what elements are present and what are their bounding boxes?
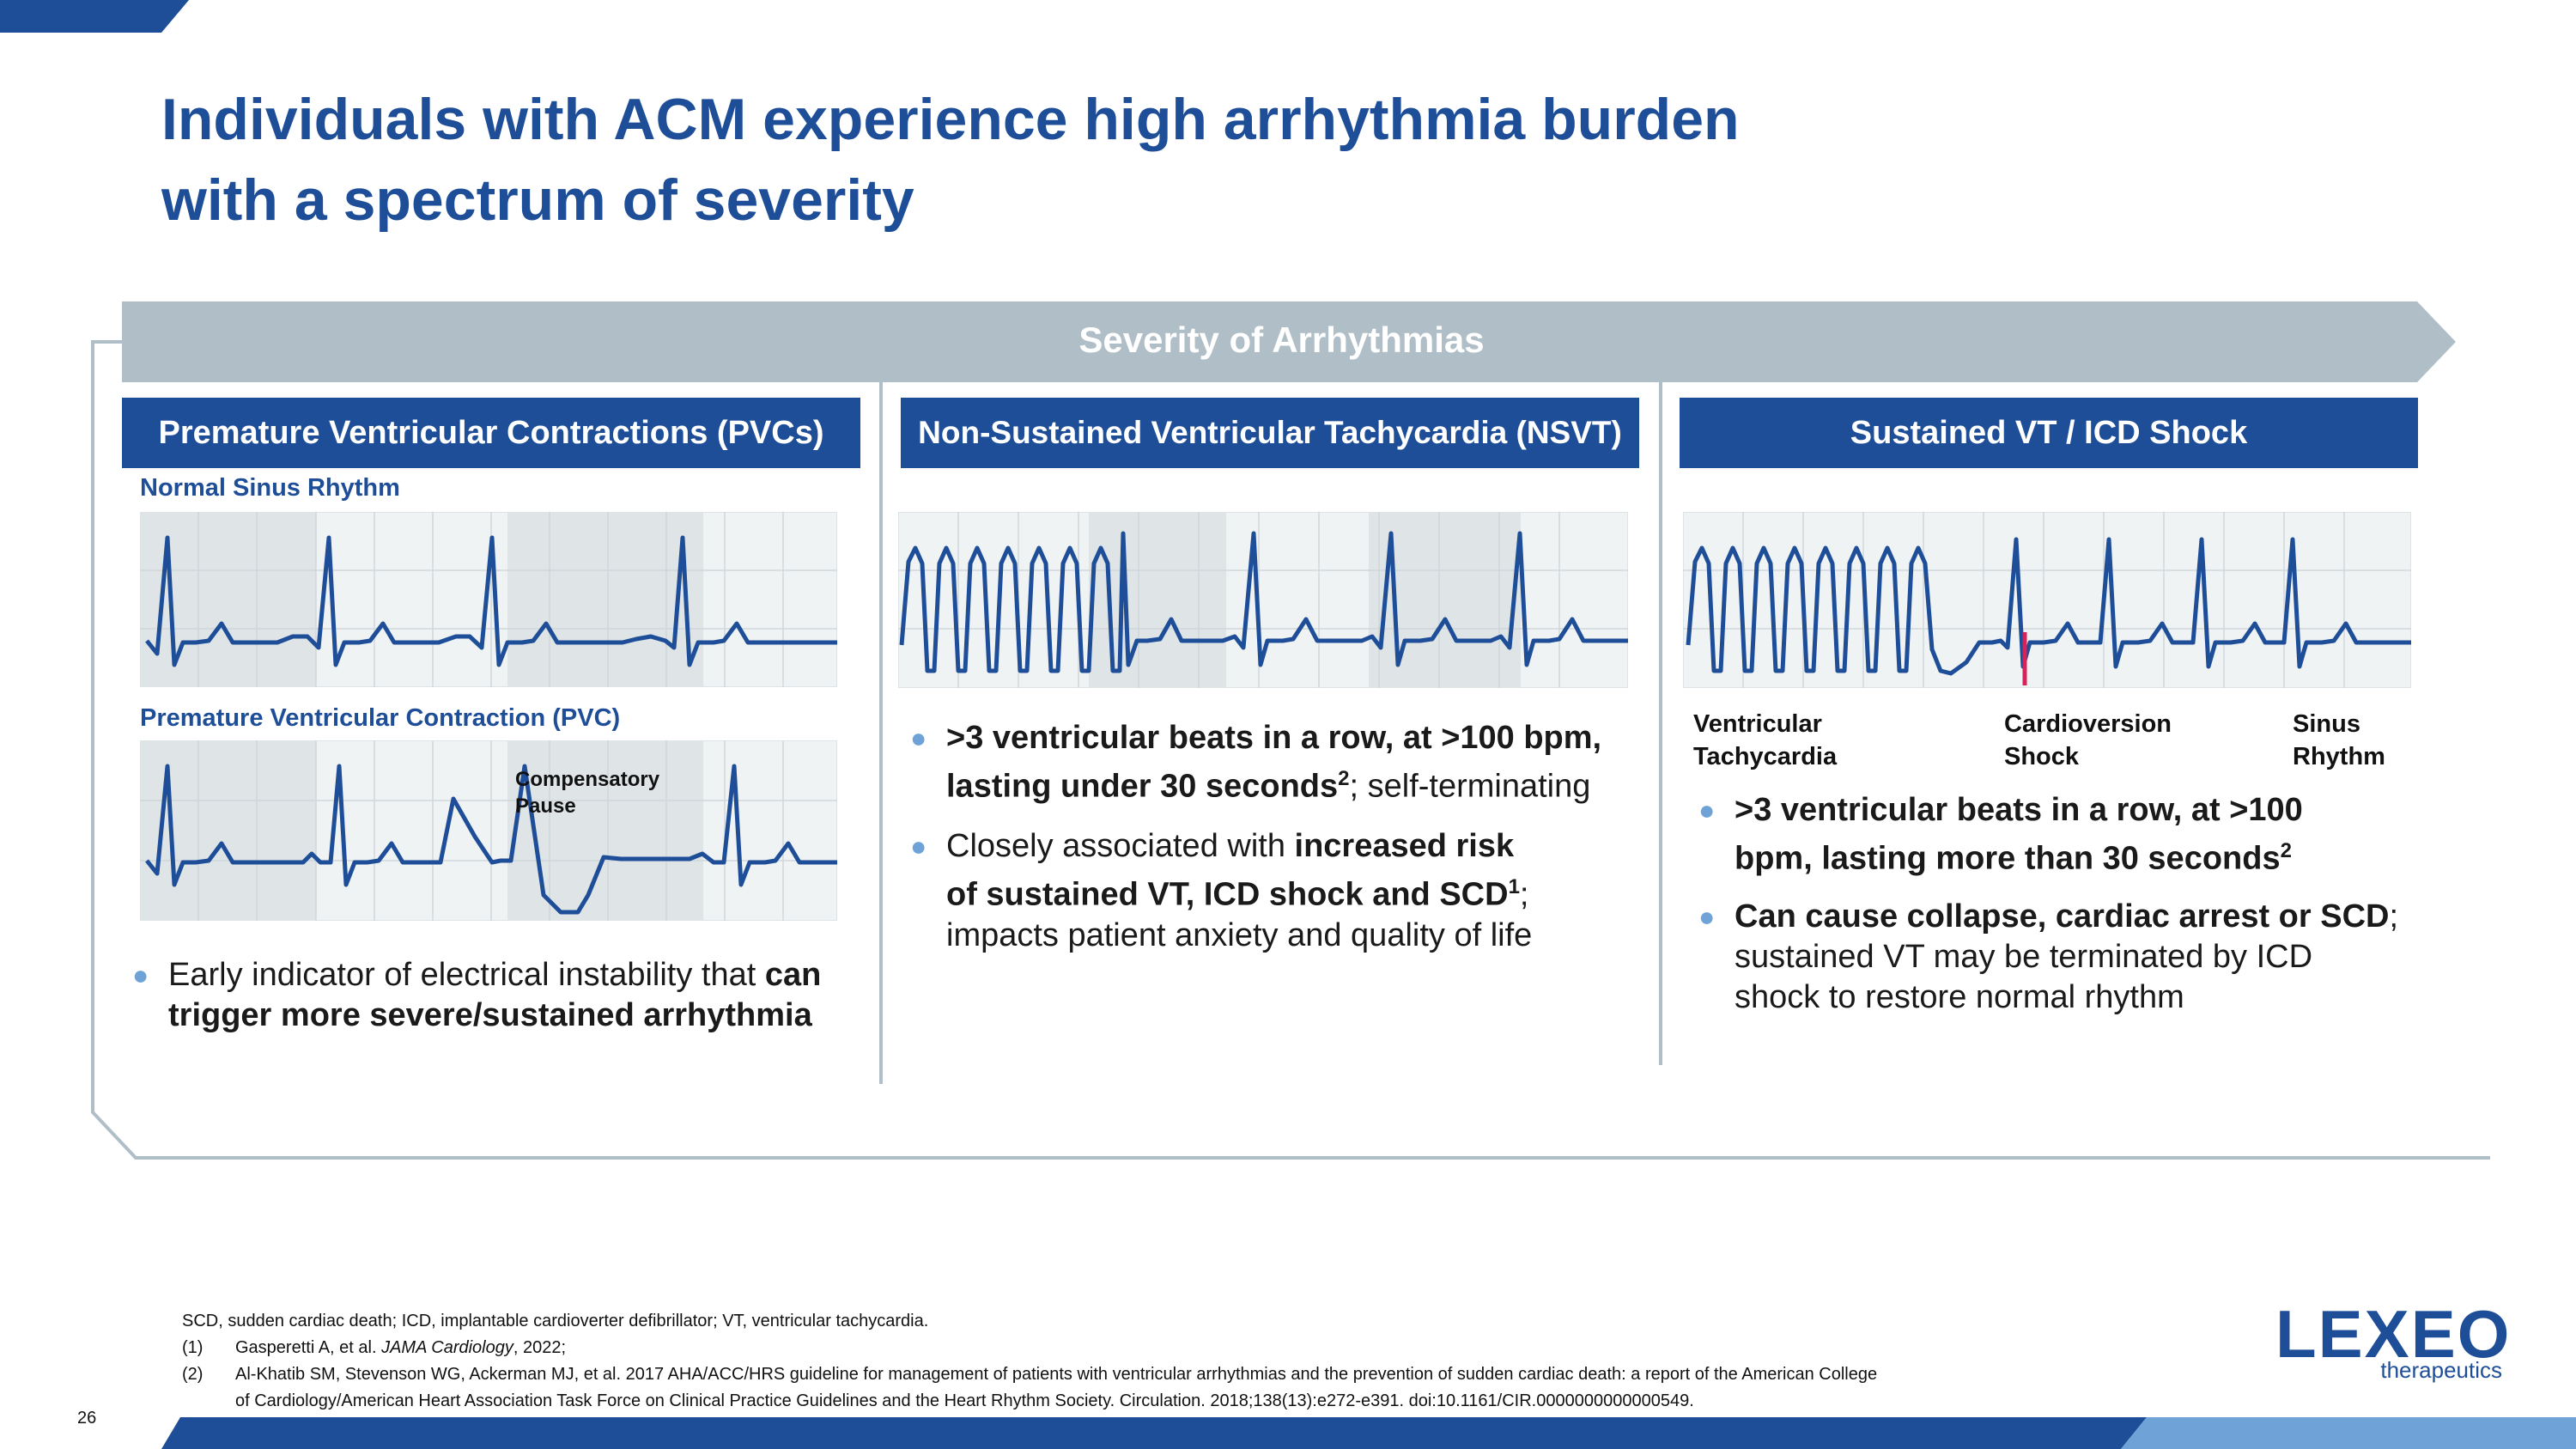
column-header-nsvt: Non-Sustained Ventricular Tachycardia (N… [901, 398, 1639, 468]
nsvt-bullet-2: ● Closely associated with increased risk… [910, 828, 1533, 953]
lexeo-logo: LEXEO therapeutics [2275, 1295, 2512, 1390]
sustained-vt-bullet-2: ● Can cause collapse, cardiac arrest or … [1698, 898, 2399, 1015]
bottom-bar-dark [161, 1417, 2147, 1449]
ecg-pvc [140, 740, 837, 921]
page-title: Individuals with ACM experience high arr… [161, 79, 2136, 240]
ecg-normal-sinus [140, 512, 837, 687]
bullet-dot-icon: ● [1698, 901, 1716, 932]
title-line-1: Individuals with ACM experience high arr… [161, 87, 1740, 152]
footnote-abbreviations: SCD, sudden cardiac death; ICD, implanta… [182, 1312, 929, 1330]
sustained-vt-bullet-1: ● >3 ventricular beats in a row, at >100… [1698, 792, 2303, 877]
bottom-bar-light [2121, 1417, 2576, 1449]
bullet-dot-icon: ● [910, 722, 927, 753]
ecg-nsvt [898, 512, 1628, 688]
bullet-dot-icon: ● [1698, 795, 1716, 825]
normal-sinus-rhythm-label: Normal Sinus Rhythm [140, 474, 400, 502]
bullet-dot-icon: ● [132, 959, 149, 990]
bullet-dot-icon: ● [910, 831, 927, 861]
top-left-accent [0, 0, 189, 33]
pvc-bullet: ● Early indicator of electrical instabil… [132, 957, 822, 1033]
logo-subtitle: therapeutics [2380, 1357, 2502, 1383]
page-number: 26 [77, 1409, 97, 1428]
footnote-ref-2-cont: of Cardiology/American Heart Association… [235, 1391, 1694, 1410]
banner-label: Severity of Arrhythmias [1078, 320, 1485, 360]
label-cardioversion-shock: Cardioversion Shock [2004, 710, 2172, 770]
column-header-pvc: Premature Ventricular Contractions (PVCs… [122, 398, 860, 468]
nsvt-bullet-1: ● >3 ventricular beats in a row, at >100… [910, 720, 1602, 805]
column-header-sustained-vt: Sustained VT / ICD Shock [1680, 398, 2418, 468]
footnotes: SCD, sudden cardiac death; ICD, implanta… [182, 1308, 2157, 1415]
label-sinus-rhythm: Sinus Rhythm [2293, 710, 2385, 770]
content-frame [91, 340, 2490, 1160]
pvc-label: Premature Ventricular Contraction (PVC) [140, 704, 621, 732]
footnote-ref-2: (2) Al-Khatib SM, Stevenson WG, Ackerman … [182, 1365, 1878, 1384]
label-ventricular-tachycardia: Ventricular Tachycardia [1693, 710, 1838, 770]
severity-banner [122, 301, 2456, 382]
logo-wordmark: LEXEO [2275, 1296, 2512, 1372]
compensatory-pause-annotation: Compensatory Pause [515, 768, 660, 818]
title-line-2: with a spectrum of severity [161, 167, 914, 233]
ecg-sustained-vt [1683, 512, 2411, 688]
footnote-ref-1: (1) Gasperetti A, et al. JAMA Cardiology,… [182, 1338, 567, 1357]
